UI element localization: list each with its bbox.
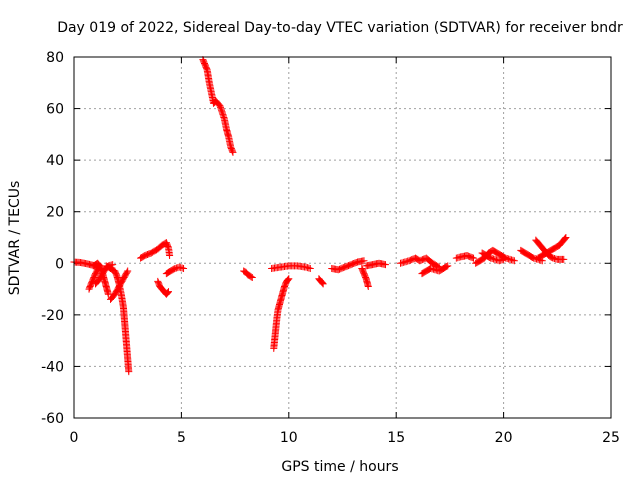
data-point	[319, 280, 327, 288]
data-point	[562, 234, 570, 241]
y-tick-label: 40	[46, 153, 64, 169]
data-point	[381, 261, 389, 269]
data-point	[165, 288, 173, 296]
data-point	[500, 255, 508, 263]
x-axis-label: GPS time / hours	[281, 459, 398, 475]
y-tick-label: -40	[41, 359, 64, 375]
x-tick-label: 10	[280, 430, 298, 446]
data-point	[470, 254, 478, 262]
x-tick-label: 20	[495, 430, 513, 446]
data-series	[70, 56, 570, 376]
data-point	[164, 289, 172, 297]
data-point	[318, 279, 326, 287]
y-tick-label: -60	[41, 411, 64, 427]
data-point	[560, 255, 568, 263]
data-track	[532, 236, 568, 263]
y-tick-label: -20	[41, 308, 64, 324]
data-point	[228, 147, 236, 155]
data-track	[137, 239, 174, 262]
y-tick-label: 20	[46, 205, 64, 221]
data-point	[443, 263, 451, 271]
data-point	[166, 252, 174, 260]
data-point	[444, 262, 452, 270]
data-track	[452, 252, 478, 262]
data-track	[358, 264, 372, 290]
y-tick-label: 60	[46, 102, 64, 118]
data-point	[163, 289, 171, 297]
data-point	[360, 257, 368, 265]
data-point	[306, 264, 314, 272]
x-tick-label: 5	[177, 430, 186, 446]
data-point	[164, 243, 172, 251]
x-tick-label: 25	[602, 430, 620, 446]
plot-frame	[73, 56, 612, 419]
data-track	[270, 275, 293, 352]
data-point	[510, 257, 518, 265]
data-point	[318, 278, 326, 286]
data-track	[199, 56, 237, 156]
data-track	[478, 249, 508, 265]
data-track	[102, 262, 133, 376]
data-point	[124, 267, 132, 275]
data-point	[364, 282, 372, 290]
data-track	[328, 257, 368, 274]
data-point	[284, 276, 292, 284]
data-point	[468, 254, 476, 262]
y-tick-label: 80	[46, 50, 64, 66]
data-point	[248, 273, 256, 281]
data-track	[162, 263, 188, 278]
data-point	[125, 368, 133, 376]
data-point	[283, 276, 291, 284]
data-track	[240, 267, 256, 281]
data-point	[123, 268, 131, 276]
data-point	[247, 273, 255, 281]
grid-lines	[74, 57, 611, 418]
data-point	[285, 275, 293, 283]
y-axis-label: SDTVAR / TECUs	[7, 181, 23, 296]
data-track	[154, 277, 173, 298]
data-track	[107, 267, 132, 303]
data-point	[561, 234, 569, 242]
data-point	[180, 264, 188, 272]
y-tick-label: 0	[55, 256, 64, 272]
x-tick-label: 0	[70, 430, 79, 446]
data-point	[560, 235, 568, 243]
data-point	[104, 290, 112, 298]
data-track	[418, 262, 452, 278]
chart-title: Day 019 of 2022, Sidereal Day-to-day VTE…	[57, 20, 623, 36]
data-track	[268, 262, 314, 272]
data-point	[229, 148, 237, 156]
data-track	[315, 275, 327, 288]
tick-labels: 0 5 10 15 20 25 -60 -40 -20 0 20 40 60 80	[41, 50, 620, 446]
data-track	[362, 259, 389, 270]
x-tick-label: 15	[387, 430, 405, 446]
